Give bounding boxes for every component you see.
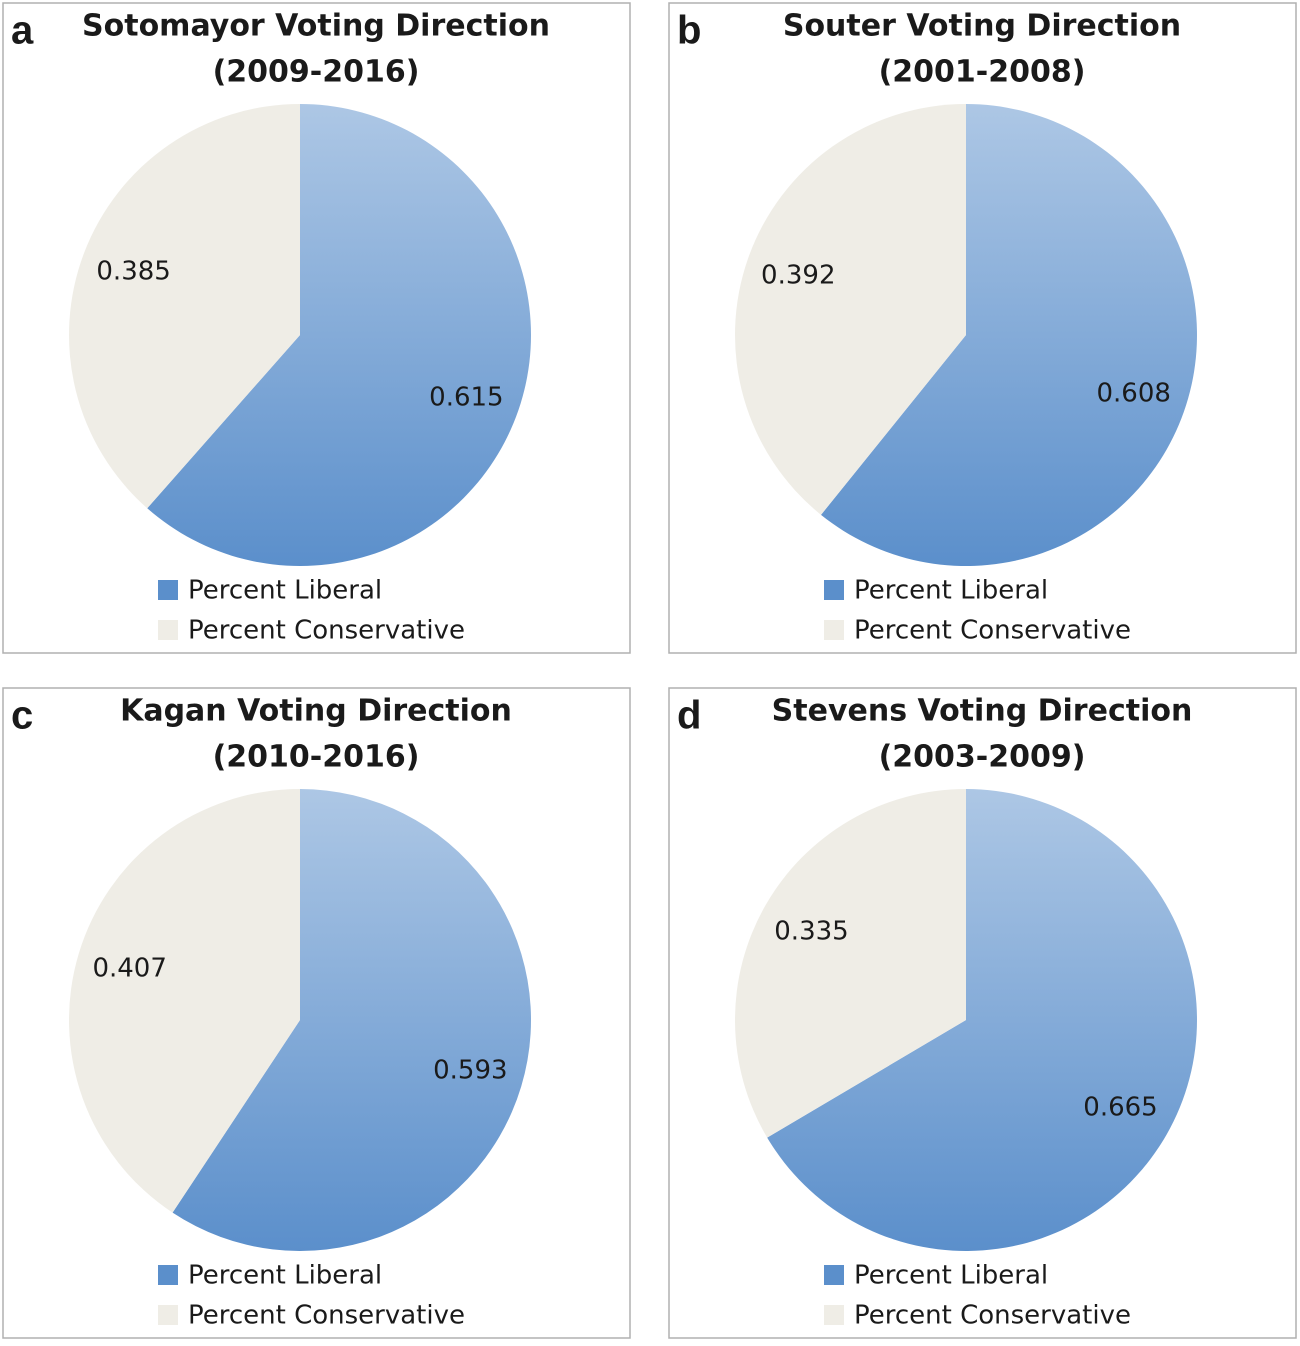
pie-slice <box>821 104 1197 566</box>
pie-slice <box>68 104 300 509</box>
chart-subtitle: (2009-2016) <box>213 55 420 90</box>
legend-swatch <box>158 580 178 600</box>
legend-label: Percent Liberal <box>188 576 382 606</box>
data-label: 0.385 <box>96 257 170 287</box>
pie-slice <box>68 789 300 1213</box>
legend-swatch <box>824 1305 844 1325</box>
chart-subtitle: (2001-2008) <box>879 55 1086 90</box>
chart-subtitle: (2010-2016) <box>213 740 420 775</box>
legend-label: Percent Conservative <box>188 616 465 646</box>
legend-label: Percent Liberal <box>188 1261 382 1291</box>
legend-swatch <box>158 1305 178 1325</box>
data-label: 0.335 <box>774 916 848 946</box>
legend-swatch <box>158 1265 178 1285</box>
panel-letter: c <box>11 694 33 738</box>
chart-panel: b Souter Voting Direction (2001-2008) 0.608… <box>668 2 1297 654</box>
panel-letter: d <box>677 694 701 738</box>
data-label: 0.665 <box>1083 1093 1157 1123</box>
chart-panel: a Sotomayor Voting Direction (2009-2016) 0.… <box>2 2 631 654</box>
data-label: 0.608 <box>1097 379 1171 409</box>
chart-title: Sotomayor Voting Direction <box>82 9 550 44</box>
panel-letter: b <box>677 9 701 53</box>
chart-title: Souter Voting Direction <box>783 9 1181 44</box>
chart-subtitle: (2003-2009) <box>879 740 1086 775</box>
data-label: 0.392 <box>761 260 835 290</box>
data-label: 0.615 <box>429 382 503 412</box>
data-label: 0.407 <box>92 953 166 983</box>
chart-title: Kagan Voting Direction <box>120 694 512 729</box>
legend-label: Percent Liberal <box>854 576 1048 606</box>
legend-swatch <box>824 1265 844 1285</box>
chart-title: Stevens Voting Direction <box>772 694 1193 729</box>
legend-label: Percent Conservative <box>188 1301 465 1331</box>
chart-panel: c Kagan Voting Direction (2010-2016) 0.593 P… <box>2 687 631 1339</box>
data-label: 0.593 <box>433 1056 507 1086</box>
chart-panel: d Stevens Voting Direction (2003-2009) 0.66… <box>668 687 1297 1339</box>
pie-slice <box>172 789 531 1251</box>
legend-swatch <box>824 620 844 640</box>
panel-letter: a <box>11 9 34 53</box>
legend-swatch <box>824 580 844 600</box>
pie-slice <box>767 789 1197 1251</box>
pie-slice <box>735 789 966 1138</box>
legend-label: Percent Liberal <box>854 1261 1048 1291</box>
pie-slice <box>147 104 531 566</box>
legend-label: Percent Conservative <box>854 1301 1131 1331</box>
pie-slice <box>734 104 966 515</box>
legend-label: Percent Conservative <box>854 616 1131 646</box>
legend-swatch <box>158 620 178 640</box>
